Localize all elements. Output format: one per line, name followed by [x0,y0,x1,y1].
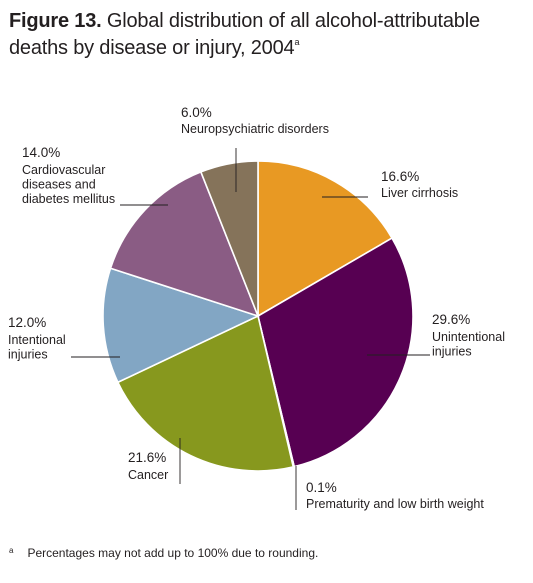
slice-percent-liver-cirrhosis: 16.6% [381,169,419,184]
figure-title-text: Global distribution of all alcohol-attri… [9,10,480,59]
footnote-text: Percentages may not add up to 100% due t… [27,546,319,560]
footnote-mark: a [9,546,14,555]
figure-number: Figure 13. [9,10,102,32]
footnote: a Percentages may not add up to 100% due … [9,546,318,560]
slice-percent-cancer: 21.6% [128,450,166,465]
slice-labels: 16.6% Liver cirrhosis 29.6% Unintentional in… [8,105,505,511]
slice-label-unintentional-injuries: Unintentional injuries [432,330,505,359]
slice-percent-unintentional-injuries: 29.6% [432,312,470,327]
slice-percent-prematurity-and-low-birth-weight: 0.1% [306,480,337,495]
slice-label-cancer: Cancer [128,468,168,482]
slice-label-prematurity-and-low-birth-weight: Prematurity and low birth weight [306,497,484,511]
slice-cancer [116,314,295,472]
slice-unintentional-injuries [257,236,414,468]
slice-label-neuropsychiatric-disorders: Neuropsychiatric disorders [181,122,329,136]
leader-lines [71,148,430,510]
title-footnote-mark: a [294,37,300,47]
slice-percent-cardiovascular-diseases-and-diabetes-mellitus: 14.0% [22,145,60,160]
slice-percent-neuropsychiatric-disorders: 6.0% [181,105,212,120]
slice-intentional-injuries [102,267,261,384]
pie-slices [102,160,414,472]
slice-label-liver-cirrhosis: Liver cirrhosis [381,186,458,200]
slice-label-cardiovascular-diseases-and-diabetes-mellitus: Cardiovascular diseases and diabetes melli… [22,163,115,206]
slice-neuropsychiatric-disorders [199,160,259,317]
slice-label-intentional-injuries: Intentional injuries [8,333,66,362]
slice-cardiovascular-diseases-and-diabetes-mellitus [109,170,260,318]
figure-title: Figure 13. Global distribution of all al… [9,8,524,62]
slice-liver-cirrhosis [257,160,394,318]
slice-percent-intentional-injuries: 12.0% [8,315,46,330]
